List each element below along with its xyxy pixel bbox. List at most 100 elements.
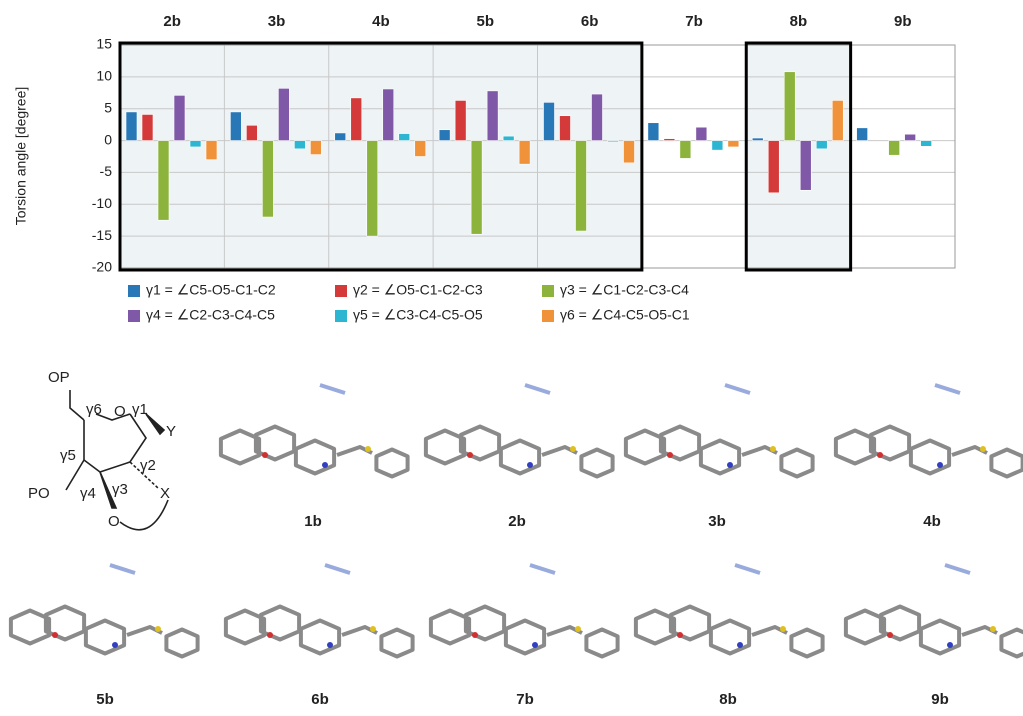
category-label: 6b [581,13,599,30]
scheme-label: O [108,513,120,530]
bar [335,133,346,141]
y-tick-label: -15 [92,227,112,243]
bar [439,130,450,141]
ring [296,441,334,474]
ring [46,607,84,640]
fragment [935,385,960,393]
bar [142,114,153,140]
atom [112,642,118,648]
bar [576,141,587,231]
bar [206,141,217,160]
ring [586,630,617,657]
legend-label: γ6 = ∠C4-C5-O5-C1 [560,307,690,323]
legend-swatch [542,285,554,297]
bar [158,141,169,221]
atom [370,626,376,632]
bar [278,88,289,140]
bar [592,94,603,141]
scheme-label: γ5 [60,447,76,464]
bar [383,89,394,141]
bar [728,141,739,147]
ring [381,630,412,657]
y-tick-label: 5 [104,99,112,115]
bar [190,141,201,147]
bar [174,95,185,140]
molecule-sketch [431,565,618,657]
atom [877,452,883,458]
atom [887,632,893,638]
scheme-label: γ4 [80,485,96,502]
bar [816,141,827,149]
ring [261,607,299,640]
y-tick-label: -5 [100,163,113,179]
molecule-sketch [221,385,408,477]
ring [846,611,884,644]
fragment [525,385,550,393]
molecule-sketch [426,385,613,477]
scheme-label: γ2 [140,457,156,474]
structure-label: 5b [96,691,114,708]
molecule-sketch [636,565,823,657]
ring [881,607,919,640]
scheme-label: PO [28,485,50,502]
bar [889,141,900,156]
molecule-sketch [11,565,198,657]
fragment [725,385,750,393]
y-tick-label: 15 [96,36,112,52]
atom [667,452,673,458]
y-tick-label: -20 [92,259,112,275]
bar [712,141,723,151]
ring [636,611,674,644]
ring [581,450,612,477]
atom [267,632,273,638]
ring [671,607,709,640]
legend-swatch [335,285,347,297]
bar [503,136,514,140]
legend-label: γ5 = ∠C3-C4-C5-O5 [353,307,483,323]
y-tick-label: -10 [92,195,112,211]
atom [990,626,996,632]
bar [857,128,868,141]
atom [570,446,576,452]
ring [791,630,822,657]
y-tick-label: 10 [96,68,112,84]
ring [461,427,499,460]
ring [711,621,749,654]
legend-swatch [335,310,347,322]
category-label: 4b [372,13,390,30]
legend-label: γ1 = ∠C5-O5-C1-C2 [146,282,276,298]
bar [696,127,707,140]
atom [677,632,683,638]
ring [86,621,124,654]
bar [752,138,763,141]
ring [836,431,874,464]
atom [52,632,58,638]
bar [399,134,410,141]
scheme-label: γ3 [112,481,128,498]
bar [800,141,811,191]
ring [506,621,544,654]
scheme-label: O [114,403,126,420]
legend-swatch [128,285,140,297]
atom [937,462,943,468]
scheme-label: X [160,485,170,502]
atom [472,632,478,638]
bar [455,100,466,140]
ring [376,450,407,477]
structure-label: 4b [923,513,941,530]
atom [467,452,473,458]
atom [770,446,776,452]
ring [626,431,664,464]
atom [727,462,733,468]
category-label: 5b [477,13,495,30]
atom [780,626,786,632]
structure-label: 3b [708,513,726,530]
group-shade [746,45,850,268]
ring [1001,630,1023,657]
ring [911,441,949,474]
atom [980,446,986,452]
bar [126,112,137,141]
ring [466,607,504,640]
legend-swatch [542,310,554,322]
structure-label: 6b [311,691,329,708]
